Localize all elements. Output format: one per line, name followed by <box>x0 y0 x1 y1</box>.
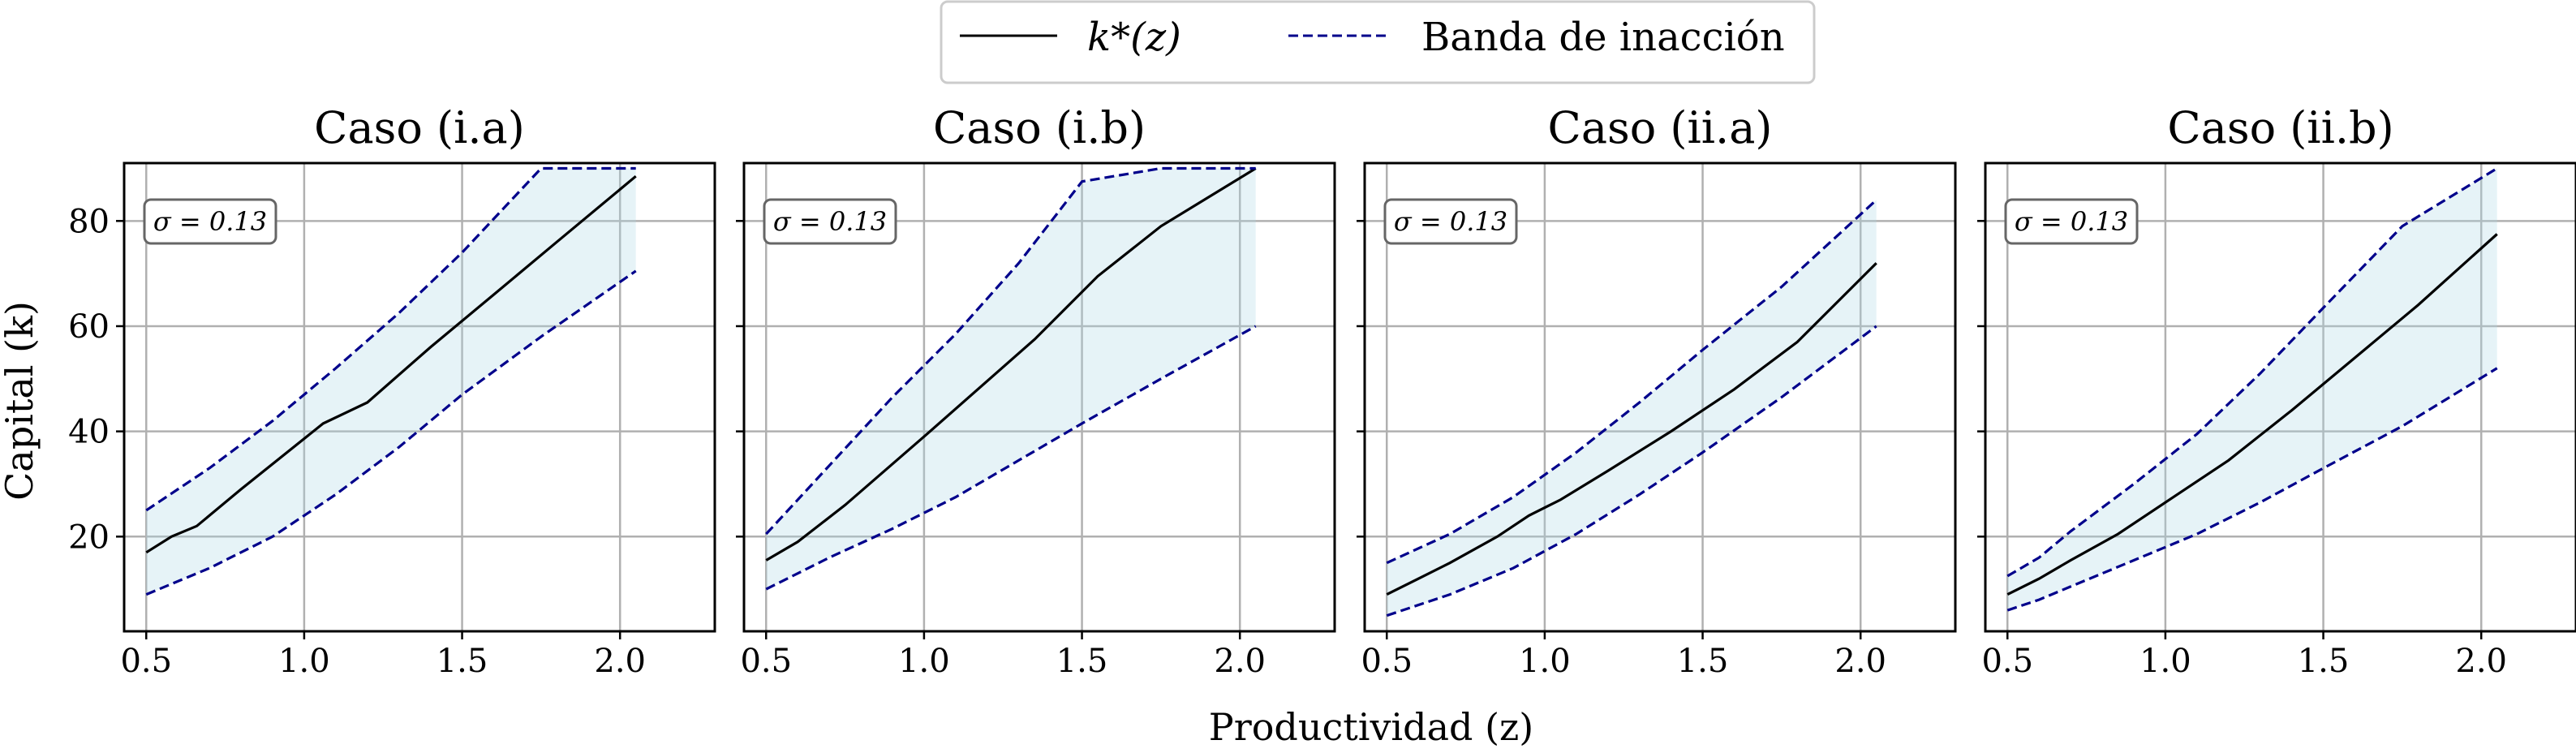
panel-4: Caso (ii.b) 0.5 1.0 1.5 2.0 σ = 0.13 <box>1977 102 2576 680</box>
x-tick-label: 1.5 <box>437 643 488 680</box>
x-tick-label: 1.5 <box>1056 643 1108 680</box>
panel-2: Caso (i.b) 0.5 1.0 1.5 2.0 σ = 0.13 <box>736 102 1336 680</box>
kstar-line <box>765 167 1257 562</box>
band-lower-line <box>145 269 637 596</box>
legend-label-kstar: k*(z) <box>1087 15 1181 60</box>
sigma-box <box>2004 198 2139 245</box>
panel-title: Caso (i.a) <box>314 102 525 153</box>
x-tick-label: 2.0 <box>1214 643 1266 680</box>
panel-1: Caso (i.a) 0.5 1.0 1.5 2.0 20 40 60 80 σ = 0.13 <box>68 102 716 680</box>
x-tick-label: 1.0 <box>1519 643 1571 680</box>
x-tick-label: 2.0 <box>594 643 646 680</box>
x-tick-label: 1.5 <box>2298 643 2350 680</box>
legend: k*(z) Banda de inacción <box>940 0 1816 84</box>
axes-frame <box>1984 161 2576 633</box>
x-tick-label: 2.0 <box>1834 643 1886 680</box>
sigma-box <box>1383 198 1518 245</box>
x-axis-label: Productividad (z) <box>1209 705 1533 749</box>
legend-box <box>940 0 1816 84</box>
panel-title: Caso (ii.b) <box>2167 102 2393 153</box>
band-fill <box>1387 200 1877 616</box>
panel-title: Caso (i.b) <box>933 102 1146 153</box>
band-lower-line <box>2006 367 2498 612</box>
sigma-label: σ = 0.13 <box>2015 206 2128 237</box>
sigma-box <box>143 198 277 245</box>
band-lower-line <box>765 325 1257 591</box>
sigma-annotation: σ = 0.13 <box>2004 198 2139 245</box>
band-upper-line <box>145 166 636 512</box>
x-tick-label: 1.5 <box>1677 643 1729 680</box>
x-tick-label: 0.5 <box>1361 643 1413 680</box>
y-tick-label: 40 <box>68 414 110 451</box>
axes-frame <box>742 161 1336 633</box>
kstar-line <box>2006 233 2498 596</box>
x-tick-label: 2.0 <box>2455 643 2507 680</box>
y-tick-label: 20 <box>68 518 110 556</box>
x-tick-label: 1.0 <box>2139 643 2191 680</box>
band-fill <box>2007 168 2497 611</box>
sigma-annotation: σ = 0.13 <box>143 198 277 245</box>
band-upper-line <box>1386 199 1877 565</box>
x-tick-label: 1.0 <box>898 643 950 680</box>
y-axis-label: Capital (k) <box>0 301 41 501</box>
x-tick-label: 0.5 <box>120 643 172 680</box>
legend-label-band: Banda de inacción <box>1421 15 1785 60</box>
y-tick-label: 60 <box>68 308 110 346</box>
axes-frame <box>123 161 716 633</box>
sigma-label: σ = 0.13 <box>773 206 887 237</box>
panel-title: Caso (ii.a) <box>1548 102 1773 153</box>
sigma-annotation: σ = 0.13 <box>1383 198 1518 245</box>
band-upper-line <box>765 166 1256 536</box>
kstar-line <box>1386 262 1877 596</box>
sigma-label: σ = 0.13 <box>153 206 267 237</box>
x-tick-label: 0.5 <box>740 643 792 680</box>
x-tick-label: 0.5 <box>1981 643 2033 680</box>
kstar-line <box>145 174 637 554</box>
x-tick-label: 1.0 <box>278 643 330 680</box>
axes-frame <box>1363 161 1957 633</box>
band-lower-line <box>1386 325 1877 617</box>
y-tick-label: 80 <box>68 203 110 240</box>
sigma-box <box>763 198 897 245</box>
band-upper-line <box>2006 167 2498 578</box>
band-fill <box>766 168 1256 590</box>
panel-3: Caso (ii.a) 0.5 1.0 1.5 2.0 σ = 0.13 <box>1357 102 1957 680</box>
sigma-label: σ = 0.13 <box>1394 206 1507 237</box>
sigma-annotation: σ = 0.13 <box>763 198 897 245</box>
